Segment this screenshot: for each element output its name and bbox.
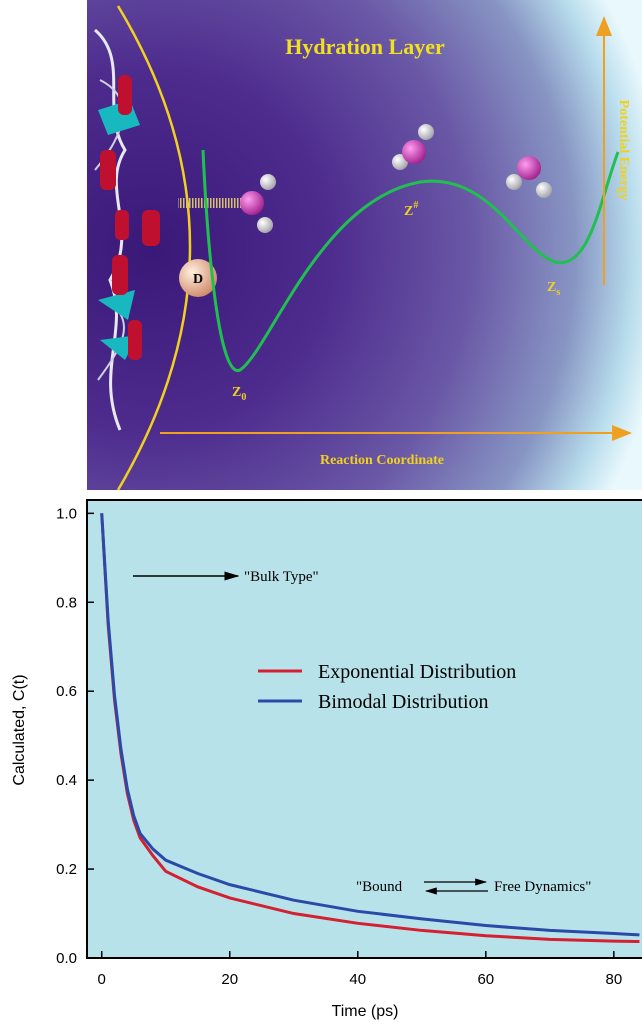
energy-curve [201,149,620,372]
state-label: Z0 [232,385,246,403]
chart: 0.0 0.2 0.4 0.6 0.8 1.0 0 20 40 60 80 Exponential D… [56,505,640,988]
donor-label: D [193,272,203,287]
y-tick-label: 0.0 [56,950,77,967]
protein [94,28,160,431]
annotation: Free Dynamics" [494,879,591,895]
y-arrow-label: Potential Energy [616,100,631,201]
state-label: Zs [547,280,560,298]
annotation: "Bound [356,879,403,895]
y-tick-label: 0.4 [56,772,77,789]
x-tick-label: 0 [98,971,106,988]
water-molecule [506,156,552,198]
series-line [100,513,640,937]
hydrogen-bond [178,198,246,208]
x-tick-label: 20 [221,971,238,988]
legend-label: Exponential Distribution [318,661,516,683]
y-tick-label: 0.6 [56,683,77,700]
annotation: "Bulk Type" [244,569,319,585]
water-molecule [392,124,434,170]
hydration-boundary [116,5,192,491]
y-tick-label: 1.0 [56,505,77,522]
y-tick-label: 0.2 [56,861,77,878]
plot-border [86,499,642,959]
x-tick-label: 40 [349,971,366,988]
diagram-title: Hydration Layer [285,34,445,59]
donor [179,259,217,297]
state-label: Z# [404,200,418,219]
y-tick-label: 0.8 [56,594,77,611]
legend-label: Bimodal Distribution [318,691,489,713]
y-axis-title: Calculated, C(t) [11,674,28,785]
x-tick-label: 60 [477,971,494,988]
diagram: D Hydration Layer Potential Energy React… [87,0,642,491]
x-tick-label: 80 [605,971,622,988]
water-molecule [240,174,276,233]
x-axis-title: Time (ps) [332,1003,399,1020]
x-arrow-label: Reaction Coordinate [320,453,444,468]
diagram-background [87,0,642,490]
